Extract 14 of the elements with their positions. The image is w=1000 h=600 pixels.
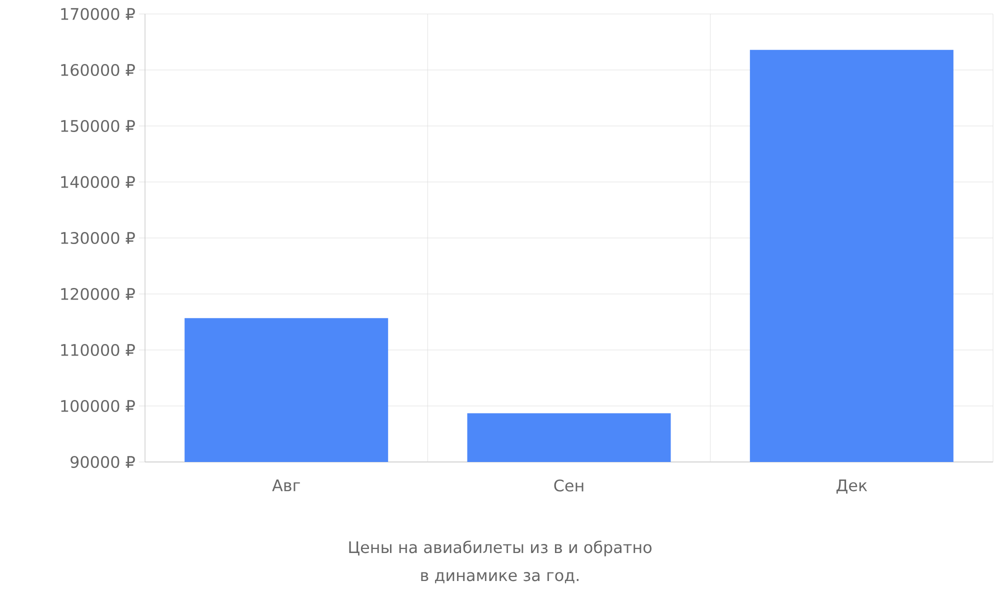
text: в динамике за год. xyxy=(421,572,578,584)
y-tick-label: 160000 ₽ xyxy=(61,64,135,76)
text: Цены на авиабилеты из в и обратно xyxy=(349,540,652,556)
y-tick-label: 100000 ₽ xyxy=(61,400,135,412)
y-tick-label: 120000 ₽ xyxy=(61,288,135,300)
y-tick-label: 110000 ₽ xyxy=(61,344,135,356)
y-tick-label: 140000 ₽ xyxy=(61,176,135,188)
x-tick-label: Сен xyxy=(554,480,584,492)
y-tick-label: 150000 ₽ xyxy=(61,120,135,132)
x-tick-label: Дек xyxy=(836,479,868,494)
y-tick-label: 130000 ₽ xyxy=(61,232,135,244)
y-tick-label: 170000 ₽ xyxy=(61,8,135,20)
y-tick-label: 90000 ₽ xyxy=(70,456,135,468)
x-tick-label: Авг xyxy=(272,479,300,492)
